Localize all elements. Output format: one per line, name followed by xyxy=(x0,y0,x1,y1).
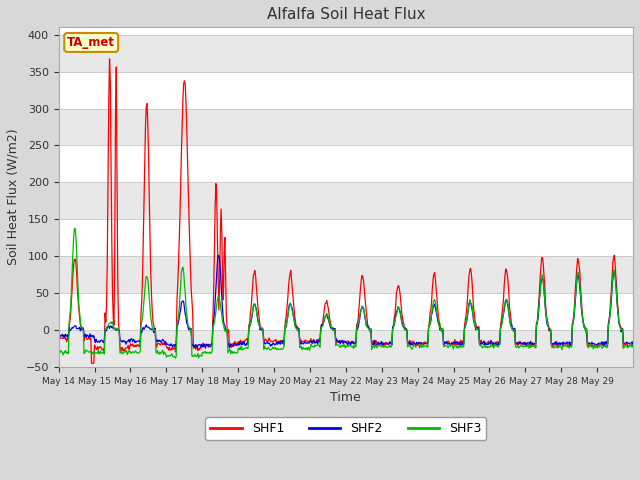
SHF1 xyxy=(124,345,131,351)
SHF1 xyxy=(280,340,287,346)
SHF2 xyxy=(280,341,287,347)
Line: SHF3: SHF3 xyxy=(59,228,633,358)
SHF2 xyxy=(55,333,63,338)
Line: SHF1: SHF1 xyxy=(59,59,633,363)
X-axis label: Time: Time xyxy=(330,391,361,404)
SHF3 xyxy=(172,355,179,361)
SHF3 xyxy=(439,327,447,333)
SHF1 xyxy=(88,360,95,366)
Text: TA_met: TA_met xyxy=(67,36,115,49)
SHF3 xyxy=(280,345,287,351)
Legend: SHF1, SHF2, SHF3: SHF1, SHF2, SHF3 xyxy=(205,418,486,440)
SHF1 xyxy=(407,341,415,347)
SHF1 xyxy=(439,327,447,333)
SHF3 xyxy=(71,226,79,231)
SHF1 xyxy=(629,343,637,348)
SHF1 xyxy=(229,340,237,346)
Bar xyxy=(59,256,633,293)
SHF3 xyxy=(229,351,237,357)
SHF3 xyxy=(123,350,131,356)
SHF1 xyxy=(258,327,266,333)
SHF1 xyxy=(106,56,113,62)
Bar xyxy=(59,330,633,367)
SHF2 xyxy=(407,342,415,348)
SHF3 xyxy=(629,344,637,349)
SHF3 xyxy=(407,344,415,349)
SHF2 xyxy=(202,345,209,351)
SHF2 xyxy=(229,344,237,349)
Bar xyxy=(59,108,633,145)
Y-axis label: Soil Heat Flux (W/m2): Soil Heat Flux (W/m2) xyxy=(7,129,20,265)
SHF3 xyxy=(258,325,266,331)
SHF2 xyxy=(122,341,130,347)
SHF2 xyxy=(214,252,222,258)
SHF3 xyxy=(55,348,63,354)
SHF2 xyxy=(629,339,637,345)
Bar xyxy=(59,35,633,72)
Bar xyxy=(59,182,633,219)
SHF2 xyxy=(258,326,266,332)
SHF1 xyxy=(55,334,63,339)
SHF2 xyxy=(439,326,447,332)
Line: SHF2: SHF2 xyxy=(59,255,633,348)
Title: Alfalfa Soil Heat Flux: Alfalfa Soil Heat Flux xyxy=(266,7,425,22)
